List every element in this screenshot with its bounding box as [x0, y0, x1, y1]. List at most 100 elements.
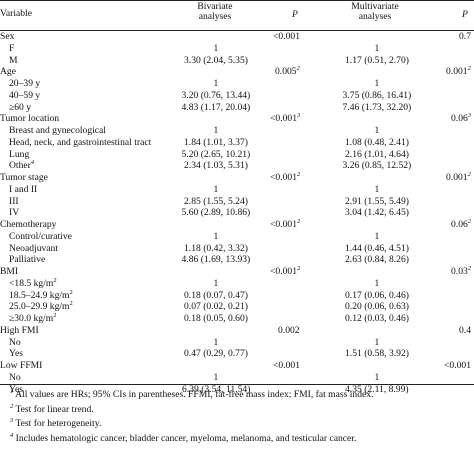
row-label: 40–59 y: [9, 89, 41, 101]
row-label: IV: [9, 207, 20, 219]
row-label: No: [9, 336, 21, 348]
p-bivariate: 0.002: [278, 324, 300, 336]
row-label: Head, neck, and gastrointestinal tract: [9, 136, 152, 148]
bivariate-value: 2.34 (1.03, 5.31): [184, 160, 248, 172]
footnote: 4 Includes hematologic cancer, bladder c…: [10, 431, 357, 444]
row-label-text: <18.5 kg/m: [9, 277, 54, 289]
group-label: BMI: [0, 266, 19, 277]
footnote-text: Includes hematologic cancer, bladder can…: [13, 432, 357, 444]
p-multivariate: 0.4: [459, 324, 471, 336]
multivariate-value: 3.04 (1.42, 6.45): [345, 207, 409, 219]
p-multivariate-text: 0.001: [446, 66, 468, 78]
bivariate-value: 1: [213, 371, 219, 383]
row-label-sup: 4: [30, 159, 35, 167]
row-label-sup: 2: [69, 300, 73, 308]
p-bivariate: <0.001: [273, 31, 300, 42]
multivariate-value: 2.16 (1.01, 4.64): [345, 148, 409, 160]
p-bivariate-sup: 2: [296, 65, 300, 73]
p-multivariate: <0.001: [444, 360, 471, 371]
bivariate-value: 1.84 (1.01, 3.37): [184, 136, 248, 148]
multivariate-value: 1: [374, 371, 380, 383]
footnote-mark: 4: [10, 431, 14, 439]
row-label: Other4: [9, 159, 35, 172]
row-label: Breast and gynecological: [9, 125, 106, 136]
header-p: P: [462, 9, 468, 20]
row-label: Yes: [9, 348, 23, 360]
p-multivariate-sup: 3: [467, 112, 472, 120]
p-bivariate-text: 0.005: [275, 66, 297, 78]
multivariate-value: 1: [374, 230, 380, 242]
p-multivariate: 0.062: [451, 218, 472, 230]
p-bivariate: <0.0012: [270, 171, 300, 183]
p-bivariate: <0.0013: [270, 112, 301, 125]
footnote-mark: 3: [10, 417, 14, 425]
bivariate-value: 1: [213, 183, 219, 195]
header-p: P: [292, 9, 298, 20]
bivariate-value: 3.30 (2.04, 5.35): [184, 54, 248, 66]
p-bivariate-sup: 3: [297, 112, 301, 120]
footnote-mark: 1: [10, 388, 14, 395]
p-multivariate-sup: 2: [467, 218, 472, 225]
bivariate-value: 0.18 (0.07, 0.47): [184, 289, 248, 301]
group-label: Sex: [0, 31, 15, 42]
row-label-sup: 2: [69, 288, 73, 296]
group-label: Tumor stage: [0, 172, 48, 183]
p-bivariate: <0.001: [273, 360, 300, 371]
multivariate-value: 3.75 (0.86, 16.41): [342, 89, 412, 101]
multivariate-value: 1: [374, 336, 380, 348]
bivariate-value: 0.18 (0.05, 0.60): [184, 313, 248, 324]
row-label-text: ≥30.0 kg/m: [9, 313, 54, 324]
p-bivariate: <0.0012: [270, 265, 301, 277]
bivariate-value: 1: [213, 230, 219, 242]
row-label: Yes: [9, 383, 23, 395]
footnote-mark: 2: [10, 402, 14, 410]
row-label: 18.5–24.9 kg/m2: [9, 288, 73, 301]
bivariate-value: 1: [213, 42, 219, 54]
multivariate-value: 4.35 (2.11, 8.99): [345, 383, 409, 395]
row-label: 20–39 y: [9, 78, 41, 89]
multivariate-value: 2.63 (0.84, 8.26): [345, 254, 409, 266]
p-multivariate: 0.0012: [446, 171, 471, 183]
multivariate-value: 1.44 (0.46, 4.51): [345, 242, 409, 254]
p-multivariate-sup: 2: [467, 265, 472, 272]
group-label: Age: [0, 66, 16, 78]
bottom-rule: [0, 384, 474, 385]
row-label-text: Other: [9, 160, 31, 172]
multivariate-value: 1: [374, 42, 380, 54]
row-label: I and II: [9, 183, 38, 195]
row-label: <18.5 kg/m2: [9, 277, 57, 289]
bivariate-value: 2.85 (1.55, 5.24): [184, 195, 248, 207]
row-label-text: 18.5–24.9 kg/m: [9, 289, 70, 301]
footnote: 2 Test for linear trend.: [10, 402, 94, 415]
multivariate-value: 1.51 (0.58, 3.92): [345, 348, 409, 360]
multivariate-value: 0.12 (0.03, 0.46): [345, 313, 409, 324]
p-bivariate: 0.0052: [275, 65, 300, 78]
footnote: 3 Test for heterogeneity.: [10, 417, 101, 429]
multivariate-value: 1: [374, 78, 380, 89]
header-rule: [0, 30, 474, 31]
multivariate-value: 1.08 (0.48, 2.41): [345, 136, 409, 148]
p-bivariate-text: <0.001: [270, 266, 297, 277]
bivariate-value: 1: [213, 125, 219, 136]
group-label: High FMI: [0, 324, 39, 336]
bivariate-value: 1: [213, 78, 219, 89]
footnote: 1 All values are HRs; 95% CIs in parenth…: [10, 388, 374, 400]
p-bivariate-sup: 2: [297, 265, 301, 272]
multivariate-value: 0.17 (0.06, 0.46): [345, 289, 409, 301]
bivariate-value: 3.20 (0.76, 13.44): [181, 89, 251, 101]
row-label: 25.0–29.9 kg/m2: [9, 300, 73, 313]
multivariate-value: 1.17 (0.51, 2.70): [345, 54, 409, 66]
p-bivariate: <0.0012: [270, 218, 301, 230]
group-label: Low FFMI: [0, 360, 43, 371]
multivariate-value: 1: [374, 125, 380, 136]
p-bivariate-sup: 2: [297, 218, 301, 225]
header-variable: Variable: [0, 8, 32, 19]
multivariate-value: 2.91 (1.55, 5.49): [345, 195, 409, 207]
p-bivariate-text: <0.001: [270, 172, 297, 183]
multivariate-value: 3.26 (0.85, 12.52): [342, 160, 412, 172]
top-rule: [0, 0, 474, 1]
footnote-text: All values are HRs; 95% CIs in parenthes…: [13, 389, 374, 400]
multivariate-value: 7.46 (1.73, 32.20): [342, 101, 412, 113]
row-label: Lung: [9, 148, 30, 160]
